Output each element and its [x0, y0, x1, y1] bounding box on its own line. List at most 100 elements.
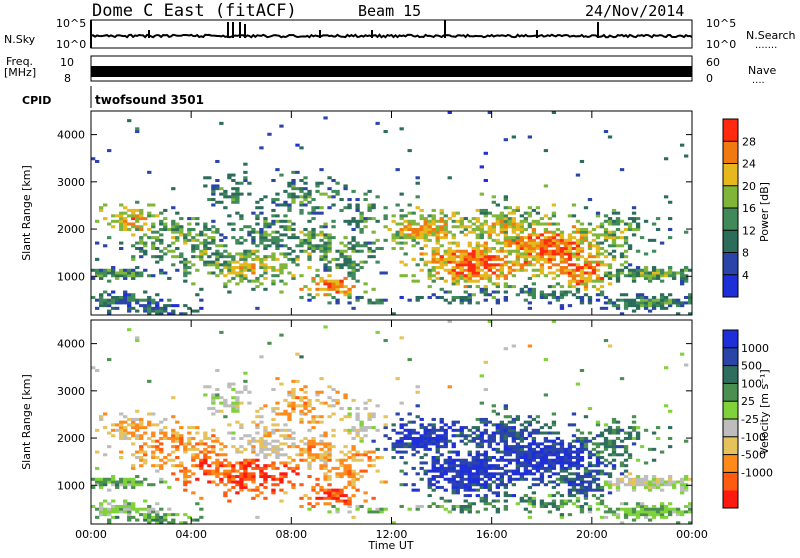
- power-cell: [471, 249, 476, 253]
- velocity-cell: [463, 504, 468, 508]
- velocity-cell: [307, 439, 312, 443]
- power-cell: [351, 276, 356, 280]
- velocity-cell: [407, 434, 412, 438]
- velocity-cell: [155, 456, 160, 460]
- power-cell: [551, 214, 557, 218]
- power-cell: [599, 279, 605, 283]
- power-cell: [655, 304, 661, 308]
- velocity-cell: [507, 420, 512, 424]
- power-cell: [571, 268, 577, 272]
- velocity-cell: [335, 401, 340, 405]
- velocity-cell: [183, 450, 188, 454]
- velocity-cell: [535, 450, 541, 454]
- power-cell: [483, 151, 488, 155]
- velocity-cell: [475, 510, 480, 514]
- velocity-cell: [127, 480, 132, 484]
- velocity-cell: [223, 398, 228, 402]
- velocity-cell: [407, 436, 412, 440]
- power-cell: [247, 263, 252, 267]
- power-cell: [219, 233, 224, 237]
- power-cell: [547, 285, 553, 289]
- velocity-cell: [247, 488, 252, 492]
- velocity-cell: [631, 428, 637, 432]
- velocity-cell: [347, 466, 352, 470]
- velocity-cell: [543, 439, 549, 443]
- power-cell: [359, 230, 364, 234]
- velocity-cell: [475, 488, 480, 492]
- velocity-cell: [683, 483, 689, 487]
- power-cell: [259, 233, 264, 237]
- power-cell: [155, 293, 160, 297]
- velocity-cell: [227, 431, 232, 435]
- velocity-cell: [439, 466, 444, 470]
- power-cell: [355, 225, 360, 229]
- velocity-cell: [483, 464, 488, 468]
- power-cell: [171, 241, 176, 245]
- power-cell: [291, 192, 296, 196]
- velocity-cell: [679, 491, 685, 495]
- power-cell: [247, 255, 252, 259]
- velocity-cell: [575, 439, 581, 443]
- velocity-cell: [167, 453, 172, 457]
- velocity-cell: [203, 450, 208, 454]
- velocity-cell: [651, 485, 657, 489]
- velocity-cell: [563, 461, 569, 465]
- velocity-cell: [227, 461, 232, 465]
- power-cell: [167, 249, 172, 253]
- power-cell: [187, 306, 192, 310]
- velocity-cell: [631, 510, 637, 514]
- velocity-cell: [495, 494, 500, 498]
- velocity-cell: [367, 450, 372, 454]
- velocity-cell: [319, 415, 324, 419]
- power-cell: [303, 192, 308, 196]
- velocity-cell: [367, 398, 372, 402]
- power-cell: [411, 236, 416, 240]
- velocity-cell: [483, 439, 488, 443]
- power-cell: [215, 244, 220, 248]
- power-cell: [487, 225, 492, 229]
- power-cell: [139, 211, 144, 215]
- power-cell: [451, 249, 456, 253]
- power-cell: [587, 266, 593, 270]
- power-cell: [391, 238, 396, 242]
- power-cell: [263, 225, 268, 229]
- velocity-cell: [183, 472, 188, 476]
- velocity-cell: [311, 417, 316, 421]
- power-cell: [195, 244, 200, 248]
- velocity-cell: [231, 485, 236, 489]
- power-cell: [619, 293, 625, 297]
- velocity-cell: [431, 426, 436, 430]
- velocity-cell: [587, 439, 593, 443]
- x-tick-label: 08:00: [275, 528, 307, 541]
- velocity-cell: [255, 409, 260, 413]
- power-cell: [103, 271, 108, 275]
- power-cell: [515, 238, 521, 242]
- velocity-cell: [615, 507, 621, 511]
- velocity-cell: [375, 447, 380, 451]
- power-cell: [287, 206, 292, 210]
- velocity-cell: [463, 488, 468, 492]
- velocity-cell: [343, 485, 348, 489]
- velocity-cell: [587, 450, 593, 454]
- velocity-cell: [271, 488, 276, 492]
- velocity-cell: [347, 504, 352, 508]
- velocity-cell: [279, 499, 284, 503]
- velocity-cell: [315, 456, 320, 460]
- velocity-cell: [607, 428, 613, 432]
- power-cell: [331, 219, 336, 223]
- power-cell: [319, 244, 324, 248]
- power-cell: [131, 217, 136, 221]
- power-cell: [211, 189, 216, 193]
- power-cell: [427, 268, 432, 272]
- power-cell: [115, 295, 120, 299]
- velocity-cell: [531, 428, 537, 432]
- power-cell: [159, 271, 164, 275]
- velocity-cell: [491, 472, 496, 476]
- power-cell: [495, 255, 500, 259]
- velocity-cell: [511, 445, 517, 449]
- velocity-cell: [683, 504, 689, 508]
- velocity-cell: [635, 434, 641, 438]
- power-cell: [655, 227, 661, 231]
- velocity-cell: [463, 442, 468, 446]
- power-cell: [327, 268, 332, 272]
